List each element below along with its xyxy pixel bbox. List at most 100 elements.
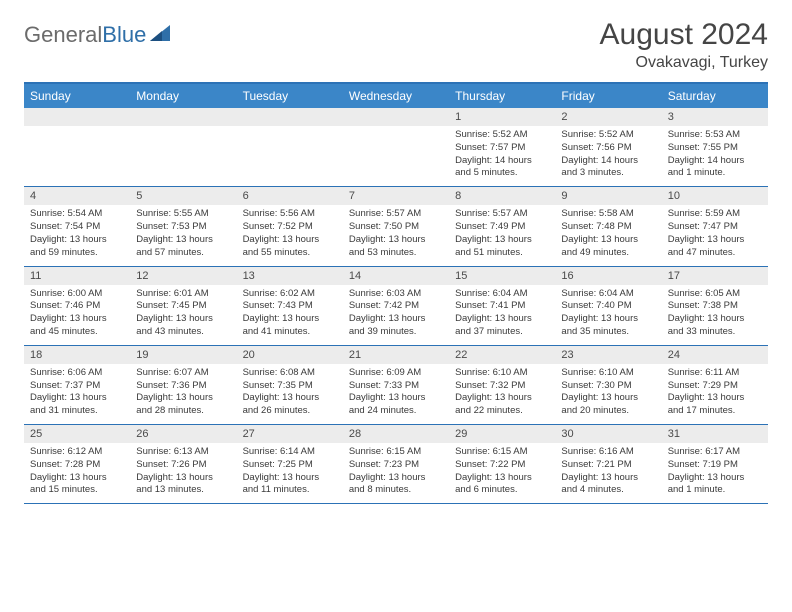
sunrise-text: Sunrise: 6:12 AM (30, 446, 124, 459)
sunset-text: Sunset: 7:40 PM (561, 300, 655, 313)
sunrise-text: Sunrise: 6:15 AM (349, 446, 443, 459)
calendar-cell: 20Sunrise: 6:08 AMSunset: 7:35 PMDayligh… (237, 346, 343, 424)
sunrise-text: Sunrise: 6:02 AM (243, 288, 337, 301)
page-header: GeneralBlue August 2024 Ovakavagi, Turke… (24, 18, 768, 72)
day-details: Sunrise: 6:00 AMSunset: 7:46 PMDaylight:… (24, 285, 130, 339)
sunset-text: Sunset: 7:42 PM (349, 300, 443, 313)
calendar-cell: 7 Sunrise: 5:57 AMSunset: 7:50 PMDaylight… (343, 187, 449, 265)
day-number: 13 (237, 267, 343, 285)
daylight-text: Daylight: 13 hours and 28 minutes. (136, 392, 230, 418)
sunrise-text: Sunrise: 6:06 AM (30, 367, 124, 380)
calendar-cell: 12Sunrise: 6:01 AMSunset: 7:45 PMDayligh… (130, 267, 236, 345)
calendar-cell: 27Sunrise: 6:14 AMSunset: 7:25 PMDayligh… (237, 425, 343, 503)
sunrise-text: Sunrise: 5:57 AM (349, 208, 443, 221)
day-details: Sunrise: 6:15 AMSunset: 7:23 PMDaylight:… (343, 443, 449, 497)
weekday-header-row: Sunday Monday Tuesday Wednesday Thursday… (24, 84, 768, 108)
sunset-text: Sunset: 7:38 PM (668, 300, 762, 313)
sunrise-text: Sunrise: 6:13 AM (136, 446, 230, 459)
weekday-header: Saturday (662, 84, 768, 108)
calendar-cell: 17Sunrise: 6:05 AMSunset: 7:38 PMDayligh… (662, 267, 768, 345)
sunrise-text: Sunrise: 5:52 AM (455, 129, 549, 142)
day-details: Sunrise: 6:04 AMSunset: 7:40 PMDaylight:… (555, 285, 661, 339)
sunset-text: Sunset: 7:43 PM (243, 300, 337, 313)
daylight-text: Daylight: 13 hours and 33 minutes. (668, 313, 762, 339)
sunset-text: Sunset: 7:23 PM (349, 459, 443, 472)
day-details: Sunrise: 6:06 AMSunset: 7:37 PMDaylight:… (24, 364, 130, 418)
daylight-text: Daylight: 14 hours and 1 minute. (668, 155, 762, 181)
daylight-text: Daylight: 13 hours and 45 minutes. (30, 313, 124, 339)
daylight-text: Daylight: 13 hours and 47 minutes. (668, 234, 762, 260)
sunset-text: Sunset: 7:52 PM (243, 221, 337, 234)
day-details: Sunrise: 6:02 AMSunset: 7:43 PMDaylight:… (237, 285, 343, 339)
day-number: 12 (130, 267, 236, 285)
daylight-text: Daylight: 13 hours and 49 minutes. (561, 234, 655, 260)
day-details: Sunrise: 6:15 AMSunset: 7:22 PMDaylight:… (449, 443, 555, 497)
calendar-cell: 14Sunrise: 6:03 AMSunset: 7:42 PMDayligh… (343, 267, 449, 345)
day-number (24, 108, 130, 126)
calendar-cell: 30Sunrise: 6:16 AMSunset: 7:21 PMDayligh… (555, 425, 661, 503)
daylight-text: Daylight: 13 hours and 59 minutes. (30, 234, 124, 260)
sunset-text: Sunset: 7:28 PM (30, 459, 124, 472)
calendar-cell: 1Sunrise: 5:52 AMSunset: 7:57 PMDaylight… (449, 108, 555, 186)
sunset-text: Sunset: 7:41 PM (455, 300, 549, 313)
day-details: Sunrise: 6:11 AMSunset: 7:29 PMDaylight:… (662, 364, 768, 418)
sunrise-text: Sunrise: 6:04 AM (561, 288, 655, 301)
day-number: 19 (130, 346, 236, 364)
daylight-text: Daylight: 13 hours and 51 minutes. (455, 234, 549, 260)
weeks-container: 1Sunrise: 5:52 AMSunset: 7:57 PMDaylight… (24, 108, 768, 504)
day-details: Sunrise: 5:56 AMSunset: 7:52 PMDaylight:… (237, 205, 343, 259)
location-subtitle: Ovakavagi, Turkey (600, 54, 768, 72)
sunrise-text: Sunrise: 5:57 AM (455, 208, 549, 221)
daylight-text: Daylight: 13 hours and 4 minutes. (561, 472, 655, 498)
month-title: August 2024 (600, 18, 768, 52)
sunset-text: Sunset: 7:30 PM (561, 380, 655, 393)
calendar-cell: 3Sunrise: 5:53 AMSunset: 7:55 PMDaylight… (662, 108, 768, 186)
calendar-grid: Sunday Monday Tuesday Wednesday Thursday… (24, 82, 768, 504)
daylight-text: Daylight: 13 hours and 41 minutes. (243, 313, 337, 339)
day-number (130, 108, 236, 126)
daylight-text: Daylight: 13 hours and 57 minutes. (136, 234, 230, 260)
sunrise-text: Sunrise: 5:54 AM (30, 208, 124, 221)
sunrise-text: Sunrise: 6:09 AM (349, 367, 443, 380)
calendar-cell: 4Sunrise: 5:54 AMSunset: 7:54 PMDaylight… (24, 187, 130, 265)
sail-icon (150, 23, 172, 48)
day-number: 7 (343, 187, 449, 205)
sunrise-text: Sunrise: 6:10 AM (561, 367, 655, 380)
calendar-cell: 9Sunrise: 5:58 AMSunset: 7:48 PMDaylight… (555, 187, 661, 265)
sunrise-text: Sunrise: 6:16 AM (561, 446, 655, 459)
weekday-header: Thursday (449, 84, 555, 108)
calendar-cell: 2Sunrise: 5:52 AMSunset: 7:56 PMDaylight… (555, 108, 661, 186)
sunset-text: Sunset: 7:50 PM (349, 221, 443, 234)
calendar-cell: 24Sunrise: 6:11 AMSunset: 7:29 PMDayligh… (662, 346, 768, 424)
sunset-text: Sunset: 7:49 PM (455, 221, 549, 234)
day-details: Sunrise: 6:10 AMSunset: 7:32 PMDaylight:… (449, 364, 555, 418)
calendar-cell: 28Sunrise: 6:15 AMSunset: 7:23 PMDayligh… (343, 425, 449, 503)
daylight-text: Daylight: 13 hours and 13 minutes. (136, 472, 230, 498)
title-block: August 2024 Ovakavagi, Turkey (600, 18, 768, 72)
day-number: 18 (24, 346, 130, 364)
day-number: 27 (237, 425, 343, 443)
day-details: Sunrise: 5:53 AMSunset: 7:55 PMDaylight:… (662, 126, 768, 180)
weekday-header: Tuesday (237, 84, 343, 108)
day-number: 15 (449, 267, 555, 285)
day-details: Sunrise: 5:58 AMSunset: 7:48 PMDaylight:… (555, 205, 661, 259)
daylight-text: Daylight: 13 hours and 39 minutes. (349, 313, 443, 339)
day-details: Sunrise: 6:09 AMSunset: 7:33 PMDaylight:… (343, 364, 449, 418)
calendar-cell (237, 108, 343, 186)
sunrise-text: Sunrise: 5:53 AM (668, 129, 762, 142)
daylight-text: Daylight: 13 hours and 8 minutes. (349, 472, 443, 498)
calendar-cell (24, 108, 130, 186)
day-number: 11 (24, 267, 130, 285)
daylight-text: Daylight: 13 hours and 37 minutes. (455, 313, 549, 339)
sunrise-text: Sunrise: 6:04 AM (455, 288, 549, 301)
day-number: 8 (449, 187, 555, 205)
daylight-text: Daylight: 13 hours and 53 minutes. (349, 234, 443, 260)
sunset-text: Sunset: 7:33 PM (349, 380, 443, 393)
calendar-week: 1Sunrise: 5:52 AMSunset: 7:57 PMDaylight… (24, 108, 768, 187)
daylight-text: Daylight: 14 hours and 5 minutes. (455, 155, 549, 181)
weekday-header: Wednesday (343, 84, 449, 108)
day-details: Sunrise: 6:14 AMSunset: 7:25 PMDaylight:… (237, 443, 343, 497)
day-number: 31 (662, 425, 768, 443)
sunrise-text: Sunrise: 5:56 AM (243, 208, 337, 221)
sunrise-text: Sunrise: 5:58 AM (561, 208, 655, 221)
